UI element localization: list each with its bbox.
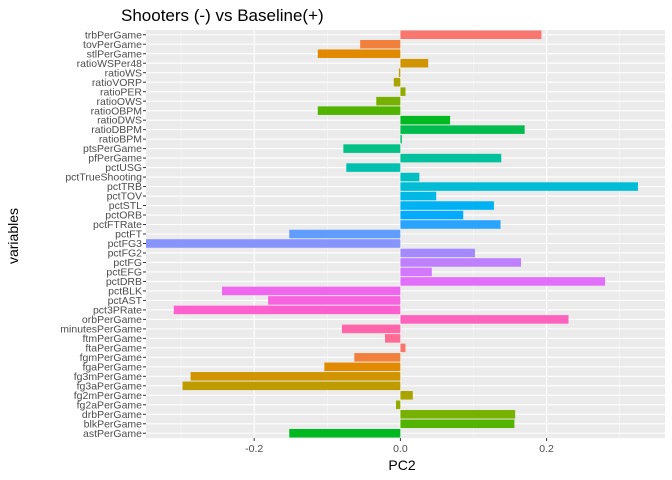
bar-fg2mPerGame: [400, 391, 413, 400]
y-tick-label: ratioWSPer48: [77, 58, 143, 70]
y-axis-title: variables: [5, 208, 21, 264]
bar-fg2aPerGame: [395, 400, 401, 410]
bar-pctTrueShooting: [400, 172, 420, 182]
bar-pctDRB: [400, 277, 606, 286]
y-tick-label: ratioVORP: [92, 77, 142, 89]
bar-fgmPerGame: [354, 353, 401, 362]
bar-drbPerGame: [400, 410, 516, 419]
bar-ratioVORP: [393, 77, 401, 87]
bar-pctBLK: [222, 286, 401, 296]
y-tick-label: ratioOBPM: [91, 105, 142, 117]
x-tick-label: -0.2: [245, 443, 263, 455]
y-tick-label: fgaPerGame: [82, 361, 142, 373]
y-tick-label: pctFT: [115, 229, 142, 241]
y-tick-label: pctTRB: [107, 181, 142, 193]
bar-ratioDWS: [400, 115, 451, 125]
bar-trbPerGame: [400, 30, 542, 40]
bar-fg3aPerGame: [182, 381, 401, 391]
y-tick-label: fg2mPerGame: [74, 390, 142, 402]
chart-title: Shooters (-) vs Baseline(+): [121, 6, 324, 25]
bar-ratioOBPM: [317, 106, 401, 115]
y-tick-label: pctEFG: [106, 267, 142, 279]
bar-pctTRB: [400, 182, 638, 191]
x-tick-labels: -0.2 0.0 0.2: [245, 438, 554, 455]
bar-ftmPerGame: [385, 334, 401, 343]
bar-ratioWS: [398, 68, 401, 77]
bar-ratioBPM: [400, 134, 402, 144]
y-tick-label: drbPerGame: [82, 409, 142, 421]
x-tick-label: 0.0: [393, 443, 408, 455]
x-axis-title: PC2: [388, 457, 415, 473]
y-tick-label: pctFG3: [108, 238, 143, 250]
y-tick-label: pctSTL: [109, 200, 142, 212]
y-tick-label: ratioOWS: [96, 96, 142, 108]
bar-astPerGame: [289, 428, 401, 438]
y-tick-label: pct3PRate: [93, 305, 142, 317]
y-tick-label: stlPerGame: [87, 48, 143, 60]
y-tick-labels: trbPerGametovPerGamestlPerGameratioWSPer…: [60, 29, 146, 440]
x-tick-label: 0.2: [539, 443, 554, 455]
bar-pctFG2: [400, 248, 475, 258]
bar-pctTOV: [400, 191, 437, 201]
y-tick-label: pctUSG: [105, 162, 142, 174]
y-tick-label: ptsPerGame: [83, 143, 142, 155]
y-tick-label: ratioDBPM: [91, 124, 142, 136]
bar-pctFT: [289, 229, 401, 239]
y-tick-label: pfPerGame: [88, 153, 142, 165]
y-tick-label: blkPerGame: [84, 418, 143, 430]
y-tick-label: pctTOV: [107, 191, 142, 203]
y-tick-label: pctORB: [105, 210, 142, 222]
bar-pctFG3: [146, 239, 401, 248]
y-tick-label: ftaPerGame: [85, 342, 142, 354]
y-tick-label: astPerGame: [83, 428, 142, 440]
bar-pctSTL: [400, 201, 494, 210]
y-tick-label: tovPerGame: [83, 39, 142, 51]
bar-pctORB: [400, 210, 464, 220]
bar-ratioDBPM: [400, 125, 525, 134]
y-tick-label: trbPerGame: [85, 29, 142, 41]
bar-orbPerGame: [400, 315, 569, 324]
y-tick-label: pctFG2: [108, 248, 143, 260]
y-tick-label: pctTrueShooting: [65, 172, 142, 184]
bar-pctFG: [400, 258, 521, 267]
bar-ratioPER: [400, 87, 406, 96]
y-tick-label: pctAST: [108, 295, 143, 307]
y-tick-label: fgmPerGame: [80, 352, 143, 364]
bar-pct3PRate: [173, 305, 401, 315]
y-tick-label: pctBLK: [108, 286, 142, 298]
y-tick-label: fg3aPerGame: [77, 380, 143, 392]
bar-blkPerGame: [400, 419, 515, 429]
bar-tovPerGame: [360, 39, 401, 49]
bar-pctAST: [268, 296, 401, 305]
y-tick-label: ratioPER: [100, 86, 142, 98]
bar-fgaPerGame: [324, 362, 401, 372]
bar-ratioWSPer48: [400, 58, 429, 68]
y-tick-label: pctFTRate: [93, 219, 142, 231]
bar-minutesPerGame: [341, 324, 401, 334]
y-tick-label: ratioWS: [105, 67, 142, 79]
bar-ftaPerGame: [400, 343, 406, 353]
bar-pfPerGame: [400, 153, 502, 163]
bar-stlPerGame: [317, 49, 401, 58]
bar-fg3mPerGame: [190, 372, 401, 381]
y-tick-label: orbPerGame: [82, 314, 142, 326]
y-tick-label: fg2aPerGame: [77, 399, 143, 411]
bar-pctEFG: [400, 267, 432, 277]
bar-ptsPerGame: [343, 144, 401, 153]
bar-ratioOWS: [376, 96, 401, 106]
y-tick-label: pctDRB: [106, 276, 142, 288]
y-tick-label: minutesPerGame: [60, 323, 142, 335]
y-tick-label: ratioBPM: [99, 134, 142, 146]
bar-pctFTRate: [400, 220, 501, 229]
y-tick-label: ftmPerGame: [82, 333, 142, 345]
y-tick-label: pctFG: [113, 257, 142, 269]
y-tick-label: ratioDWS: [97, 115, 142, 127]
y-tick-label: fg3mPerGame: [74, 371, 142, 383]
bars-group: [146, 30, 638, 438]
bar-pctUSG: [346, 163, 401, 172]
